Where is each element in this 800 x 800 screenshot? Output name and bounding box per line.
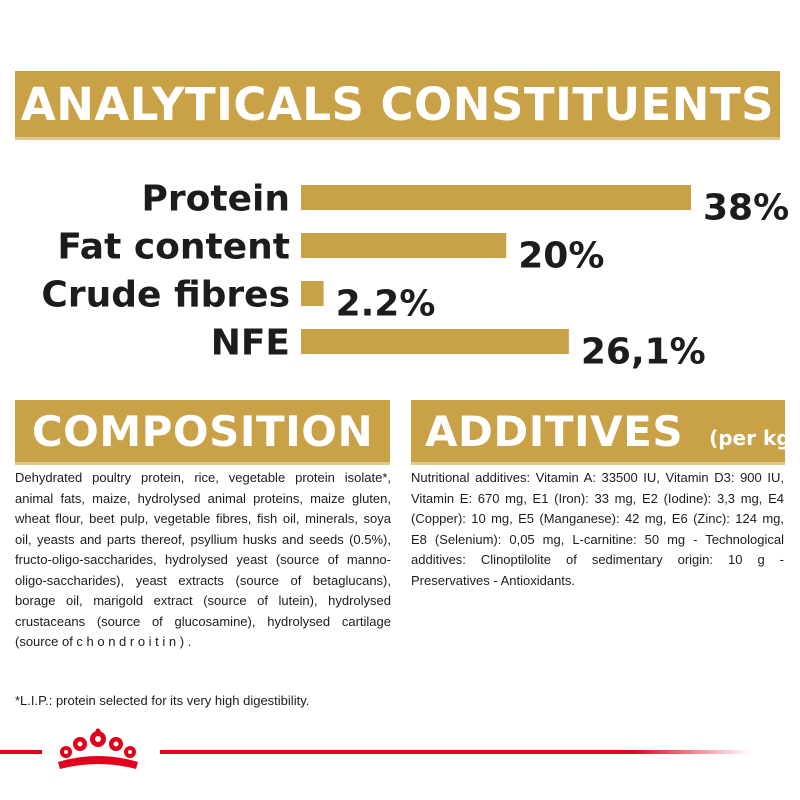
brand-line-right [160,750,750,754]
category-label: Protein [142,179,290,220]
additives-title: ADDITIVES [425,406,684,456]
composition-header: COMPOSITION [15,400,390,465]
bar [301,185,691,210]
value-label: 2.2% [336,284,436,325]
composition-text: Dehydrated poultry protein, rice, vegeta… [15,470,391,649]
category-label: Crude fibres [41,275,290,316]
banner-title: ANALYTICALS CONSTITUENTS [20,77,775,131]
additives-subtitle: (per kg) [709,426,800,450]
constituents-banner: ANALYTICALS CONSTITUENTS [15,71,780,140]
brand-line-left [0,750,42,754]
additives-text: Nutritional additives: Vitamin A: 33500 … [411,470,784,588]
additives-header: ADDITIVES (per kg) [411,400,800,465]
value-label: 26,1% [581,332,706,371]
composition-title: COMPOSITION [31,406,374,456]
bar [301,329,569,354]
category-label: NFE [211,323,290,364]
crown-icon [58,728,138,769]
category-label: Fat content [57,227,290,268]
bar [301,233,507,258]
constituents-bar-chart: Protein 38% Fat content 20% Crude fibres 2.2%… [41,179,789,371]
composition-footnote: *L.I.P.: protein selected for its very h… [15,693,310,708]
value-label: 20% [518,236,604,277]
bar [301,281,324,306]
value-label: 38% [703,188,789,229]
